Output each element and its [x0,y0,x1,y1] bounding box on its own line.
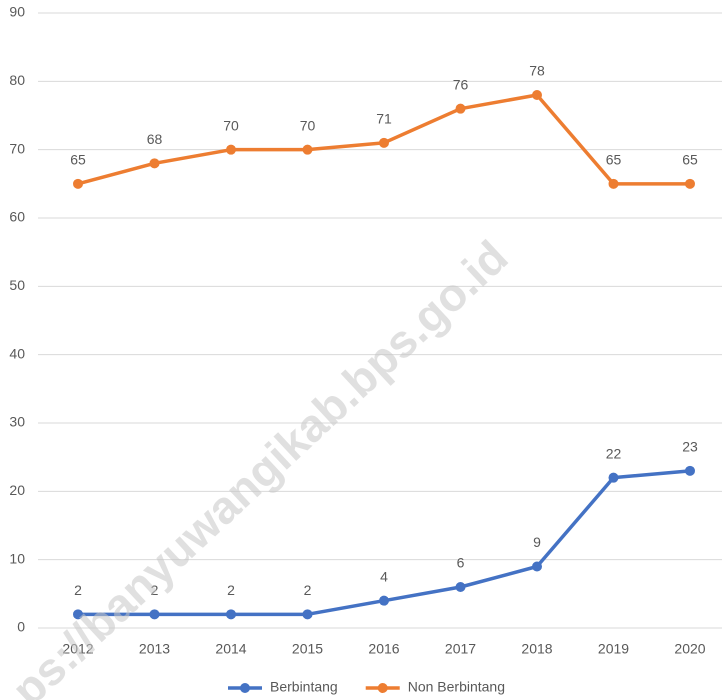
x-tick-label: 2019 [598,641,629,657]
y-tick-label: 0 [17,619,25,635]
y-tick-label: 20 [9,482,25,498]
point [608,178,619,189]
point [226,144,236,155]
data-label: 23 [682,439,698,455]
x-tick-label: 2017 [445,641,476,657]
point [455,582,466,592]
data-label: 70 [223,117,239,133]
y-tick-label: 70 [9,140,25,156]
legend-marker [240,683,250,693]
point [532,90,542,100]
point [608,472,619,483]
y-tick-label: 60 [9,209,25,225]
x-tick-label: 2018 [521,641,552,657]
data-label: 68 [147,131,163,147]
point [455,103,466,114]
y-tick-label: 50 [9,277,25,293]
point [149,609,160,620]
point [73,178,83,189]
y-tick-label: 30 [9,414,25,430]
data-label: 6 [457,555,465,571]
data-label: 2 [151,582,159,598]
point [379,137,389,148]
legend-label: Non Berbintang [408,679,505,695]
data-label: 78 [529,63,545,79]
x-tick-label: 2020 [674,641,705,657]
data-label: 4 [380,568,388,584]
point [226,609,236,620]
data-label: 65 [606,152,622,168]
x-tick-label: 2014 [215,641,246,657]
y-tick-label: 90 [9,4,25,20]
y-tick-label: 40 [9,345,25,361]
data-label: 9 [533,534,541,550]
point [685,465,695,476]
data-label: 2 [227,582,235,598]
point [685,178,695,189]
legend-marker [377,683,388,693]
data-label: 71 [376,111,392,127]
point [532,561,542,572]
data-label: 65 [682,152,698,168]
x-tick-label: 2015 [292,641,323,657]
x-tick-label: 2013 [139,641,170,657]
point [73,609,83,620]
data-label: 70 [300,117,316,133]
data-label: 22 [606,445,622,461]
point [149,158,160,169]
data-label: 2 [74,582,82,598]
watermark: ps://banyuwangikab.bps.go.id [2,230,518,700]
data-label: 76 [453,76,469,92]
point [302,144,313,155]
point [302,609,313,620]
x-tick-label: 2016 [368,641,399,657]
data-label: 65 [70,152,86,168]
legend-label: Berbintang [270,679,338,695]
x-tick-label: 2012 [62,641,93,657]
data-label: 2 [304,582,312,598]
y-tick-label: 10 [9,550,25,566]
point [379,595,389,606]
y-tick-label: 80 [9,72,25,88]
